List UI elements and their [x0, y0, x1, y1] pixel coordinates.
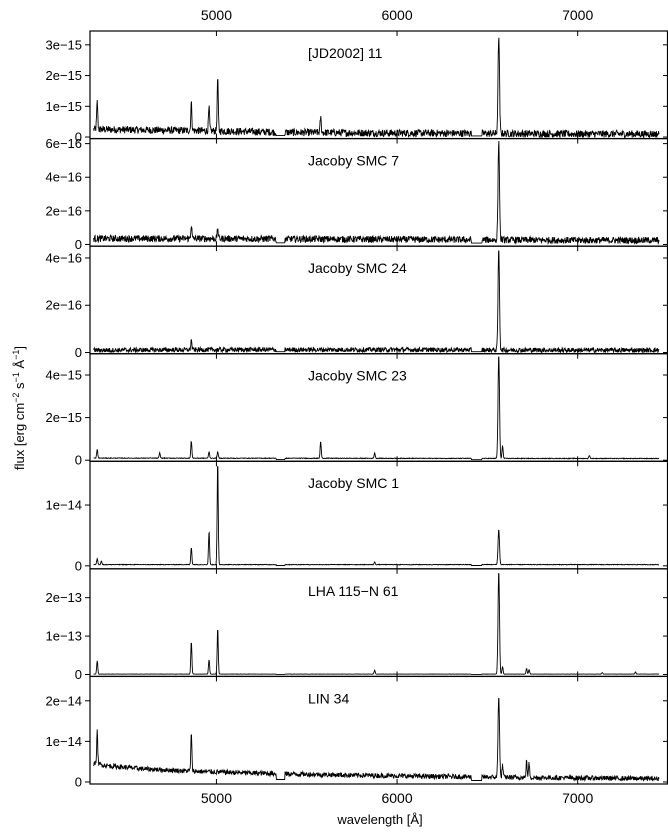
x-tick-label: 5000: [201, 790, 232, 806]
panel-title: Jacoby SMC 1: [308, 475, 399, 491]
y-tick-label: 0: [75, 558, 82, 573]
y-tick-label: 2e−14: [45, 693, 82, 708]
y-tick-label: 1e−15: [45, 99, 82, 114]
x-tick-label: 5000: [201, 7, 232, 23]
panel-title: LHA 115−N 61: [308, 583, 399, 599]
panel-frame: [89, 675, 668, 785]
y-tick-label: 4e−16: [45, 170, 82, 185]
top-x-tick-labels: 5000 6000 7000: [201, 7, 594, 23]
spectrum-trace: [93, 466, 659, 566]
y-tick-label: 1e−13: [45, 629, 82, 644]
spectrum-panel: 0 2e−16 4e−16 Jacoby SMC 24: [45, 245, 668, 360]
y-tick-label: 1e−14: [45, 734, 82, 749]
y-tick-label: 2e−16: [45, 203, 82, 218]
spectrum-panel: 0 1e−13 2e−13 LHA 115−N 61: [45, 568, 668, 682]
y-tick-label: 6e−16: [45, 136, 82, 151]
y-tick-label: 0: [75, 667, 82, 682]
x-tick-label: 6000: [381, 7, 412, 23]
y-tick-label: 2e−16: [45, 298, 82, 313]
bottom-x-tick-labels: 5000 6000 7000: [201, 790, 594, 806]
y-tick-label: 4e−16: [45, 250, 82, 265]
y-tick-label: 0: [75, 453, 82, 468]
x-tick-label: 7000: [562, 790, 593, 806]
spectrum-panel: 0 1e−14 2e−14 LIN 34: [45, 675, 668, 789]
y-tick-label: 3e−15: [45, 37, 82, 52]
panel-title: Jacoby SMC 7: [308, 152, 399, 168]
panel-title: Jacoby SMC 24: [308, 260, 407, 276]
y-tick-label: 2e−13: [45, 590, 82, 605]
spectrum-panel: 0 1e−14 Jacoby SMC 1: [45, 460, 668, 573]
panel-title: LIN 34: [308, 690, 349, 706]
panel-title: [JD2002] 11: [308, 45, 383, 61]
spectrum-trace: [93, 697, 660, 782]
y-tick-label: 0: [75, 130, 82, 145]
y-tick-label: 4e−15: [45, 368, 82, 383]
y-tick-label: 1e−14: [45, 498, 82, 513]
y-tick-label: 2e−15: [45, 410, 82, 425]
y-tick-label: 0: [75, 237, 82, 252]
x-tick-label: 6000: [381, 790, 412, 806]
x-axis-label: wavelength [Å]: [336, 812, 422, 827]
y-tick-label: 2e−15: [45, 68, 82, 83]
spectrum-panel: 0 2e−16 4e−16 6e−16 Jacoby SMC 7: [45, 136, 668, 252]
spectrum-trace: [93, 37, 660, 140]
spectrum-trace: [93, 250, 660, 355]
spectrum-trace: [93, 573, 660, 675]
spectrum-panel: 0 2e−15 4e−15 Jacoby SMC 23: [45, 353, 668, 468]
panel-title: Jacoby SMC 23: [308, 368, 407, 384]
panels-group: 0 1e−15 2e−15 3e−15 [JD2002] 11 0 2e−16 4e−16 6e…: [45, 30, 668, 789]
spectrum-trace: [93, 356, 660, 461]
y-axis-label: flux [erg cm−2 s−1 Å−1]: [11, 346, 27, 470]
y-tick-label: 0: [75, 345, 82, 360]
x-tick-label: 7000: [562, 7, 593, 23]
spectrum-panel: 0 1e−15 2e−15 3e−15 [JD2002] 11: [45, 30, 668, 145]
spectrum-trace: [93, 140, 660, 246]
y-tick-label: 0: [75, 774, 82, 789]
